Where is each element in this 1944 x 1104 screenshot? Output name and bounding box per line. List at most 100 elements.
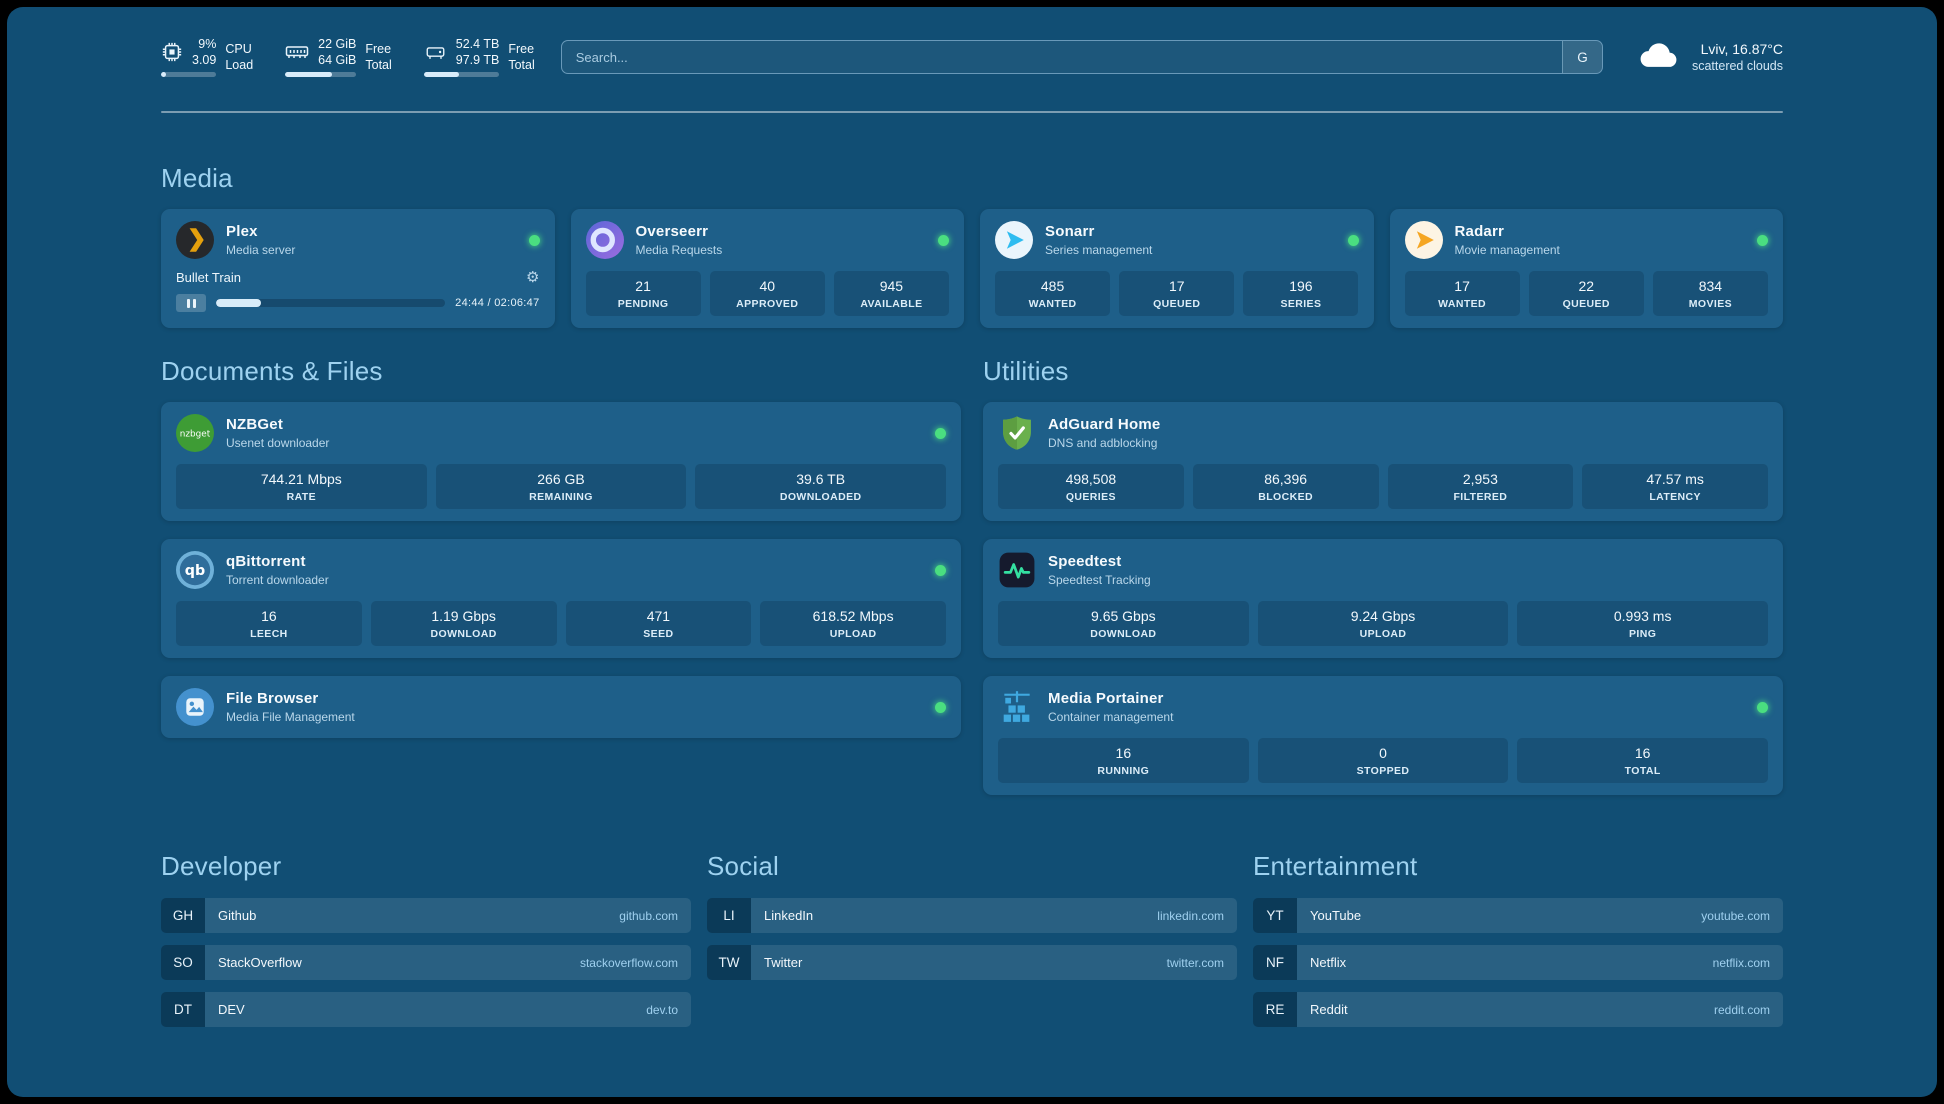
stat-total: 16 TOTAL	[1517, 738, 1768, 783]
bookmark-github[interactable]: GH Github github.com	[161, 898, 691, 933]
service-stats: 744.21 Mbps RATE 266 GB REMAINING 39.6 T…	[176, 464, 946, 509]
middle-columns: Documents & Files nzbget	[161, 356, 1783, 795]
section-media: Media Plex Media server	[161, 163, 1783, 328]
disk-free: 52.4 TB	[455, 37, 500, 51]
memory-total: 64 GiB	[318, 53, 357, 67]
header-divider	[161, 111, 1783, 113]
memory-values: 22 GiB 64 GiB	[318, 37, 356, 67]
weather-widget: Lviv, 16.87°C scattered clouds	[1637, 40, 1783, 75]
stat-stopped: 0 STOPPED	[1257, 738, 1509, 783]
stat-queries: 498,508 QUERIES	[998, 464, 1184, 509]
stat-value: 485	[1040, 278, 1065, 294]
stat-value: 2,953	[1462, 471, 1498, 487]
service-stats: 16 LEECH 1.19 Gbps DOWNLOAD 471 SEED	[176, 601, 946, 646]
bookmark-domain: twitter.com	[1166, 955, 1224, 970]
playback-progress-track[interactable]	[216, 299, 446, 307]
bookmark-abbr: NF	[1253, 945, 1297, 980]
bookmark-name: StackOverflow	[218, 955, 302, 970]
bookmark-youtube[interactable]: YT YouTube youtube.com	[1253, 898, 1783, 933]
service-card-sonarr[interactable]: Sonarr Series management 485 WANTED 17 Q…	[980, 209, 1374, 328]
playback-progress-fill	[216, 299, 261, 307]
weather-location: Lviv, 16.87°C	[1700, 41, 1783, 57]
disk-values: 52.4 TB 97.9 TB	[456, 37, 500, 67]
speedtest-icon	[998, 551, 1036, 589]
service-name: Sonarr	[1045, 223, 1095, 240]
service-subtitle: Media Requests	[635, 243, 723, 257]
stat-label: SERIES	[1280, 298, 1322, 310]
status-dot	[935, 427, 946, 439]
stat-label: WANTED	[1028, 298, 1077, 310]
bookmark-twitter[interactable]: TW Twitter twitter.com	[707, 945, 1237, 980]
weather-text: Lviv, 16.87°C scattered clouds	[1692, 41, 1783, 73]
service-name: qBittorrent	[226, 553, 306, 570]
service-subtitle: Series management	[1045, 243, 1153, 257]
cpu-progress-bar	[161, 72, 217, 77]
stat-label: DOWNLOADED	[779, 491, 862, 503]
service-card-radarr[interactable]: Radarr Movie management 17 WANTED 22 QUE…	[1389, 209, 1783, 328]
service-name: NZBGet	[226, 416, 284, 433]
stat-value: 17	[1168, 278, 1185, 294]
service-name: Speedtest	[1048, 553, 1122, 570]
service-card-qbittorrent[interactable]: qb qBittorrent Torrent downloader	[161, 539, 961, 658]
service-card-adguard[interactable]: AdGuard Home DNS and adblocking 498,508 …	[983, 402, 1783, 521]
bookmark-netflix[interactable]: NF Netflix netflix.com	[1253, 945, 1783, 980]
stat-approved: 40 APPROVED	[709, 271, 825, 316]
service-name: Plex	[226, 223, 258, 240]
social-bookmarks: LI LinkedIn linkedin.com TW Twitter twit…	[707, 898, 1237, 980]
pause-button[interactable]	[176, 294, 206, 312]
bookmark-abbr: LI	[707, 898, 751, 933]
stat-label: RUNNING	[1097, 765, 1150, 777]
cpu-values: 9% 3.09	[192, 37, 216, 67]
stat-seed: 471 SEED	[565, 601, 752, 646]
stat-queued: 17 QUEUED	[1119, 271, 1235, 316]
status-dot	[1757, 701, 1768, 713]
bookmark-domain: linkedin.com	[1157, 908, 1224, 923]
service-meta: Radarr Movie management	[1455, 223, 1560, 257]
top-bar: 9% 3.09 CPU Load	[161, 37, 1783, 77]
service-meta: Sonarr Series management	[1045, 223, 1152, 257]
stat-value: 16	[1634, 745, 1651, 761]
stat-running: 16 RUNNING	[998, 738, 1249, 783]
stat-label: UPLOAD	[1359, 628, 1407, 640]
stat-value: 498,508	[1065, 471, 1117, 487]
search-input[interactable]	[561, 41, 1562, 73]
portainer-icon	[998, 688, 1036, 726]
stat-label: REMAINING	[529, 491, 593, 503]
bookmark-reddit[interactable]: RE Reddit reddit.com	[1253, 992, 1783, 1027]
stat-value: 86,396	[1264, 471, 1308, 487]
memory-label-bottom: Total	[365, 58, 392, 72]
stat-label: TOTAL	[1624, 765, 1661, 777]
service-stats: 21 PENDING 40 APPROVED 945 AVAILABLE	[585, 271, 950, 316]
settings-gear-icon[interactable]: ⚙	[526, 268, 540, 286]
service-meta: Plex Media server	[226, 223, 295, 257]
service-stats: 16 RUNNING 0 STOPPED 16 TOTAL	[998, 738, 1768, 783]
disk-label-bottom: Total	[508, 58, 535, 72]
now-playing-row: Bullet Train ⚙	[176, 268, 540, 286]
service-card-portainer[interactable]: Media Portainer Container management 16 …	[983, 676, 1783, 795]
card-header: Overseerr Media Requests	[585, 221, 949, 259]
stat-queued: 22 QUEUED	[1528, 271, 1644, 316]
disk-widget: 52.4 TB 97.9 TB Free Total	[423, 37, 535, 77]
search-provider-button[interactable]: G	[1561, 41, 1602, 73]
cloud-icon	[1637, 40, 1681, 75]
card-header: qb qBittorrent Torrent downloader	[176, 551, 946, 589]
service-card-filebrowser[interactable]: File Browser Media File Management	[161, 676, 961, 738]
svg-text:qb: qb	[185, 563, 205, 579]
dashboard: 9% 3.09 CPU Load	[7, 7, 1937, 1097]
service-name: Radarr	[1454, 223, 1505, 240]
service-stats: 9.65 Gbps DOWNLOAD 9.24 Gbps UPLOAD 0.99…	[998, 601, 1768, 646]
bookmark-body: Reddit reddit.com	[1297, 992, 1783, 1027]
bookmark-dev[interactable]: DT DEV dev.to	[161, 992, 691, 1027]
player-row: 24:44 / 02:06:47	[176, 294, 540, 312]
bookmark-body: StackOverflow stackoverflow.com	[205, 945, 691, 980]
service-card-overseerr[interactable]: Overseerr Media Requests 21 PENDING 40 A…	[570, 209, 964, 328]
status-dot	[1757, 234, 1768, 246]
bookmark-stackoverflow[interactable]: SO StackOverflow stackoverflow.com	[161, 945, 691, 980]
service-card-nzbget[interactable]: nzbget NZBGet Usenet downloader 74	[161, 402, 961, 521]
weather-condition: scattered clouds	[1691, 59, 1783, 73]
bookmark-linkedin[interactable]: LI LinkedIn linkedin.com	[707, 898, 1237, 933]
service-card-speedtest[interactable]: Speedtest Speedtest Tracking 9.65 Gbps D…	[983, 539, 1783, 658]
service-card-plex[interactable]: Plex Media server Bullet Train ⚙	[161, 209, 555, 328]
stat-label: SEED	[643, 628, 674, 640]
stat-label: UPLOAD	[829, 628, 877, 640]
